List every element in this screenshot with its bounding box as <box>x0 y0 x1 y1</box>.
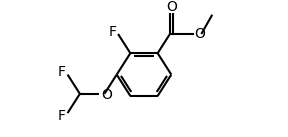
Text: O: O <box>194 27 205 41</box>
Text: O: O <box>102 88 113 102</box>
Text: F: F <box>109 25 117 38</box>
Text: F: F <box>58 109 66 122</box>
Text: F: F <box>58 65 66 79</box>
Text: O: O <box>166 0 177 14</box>
